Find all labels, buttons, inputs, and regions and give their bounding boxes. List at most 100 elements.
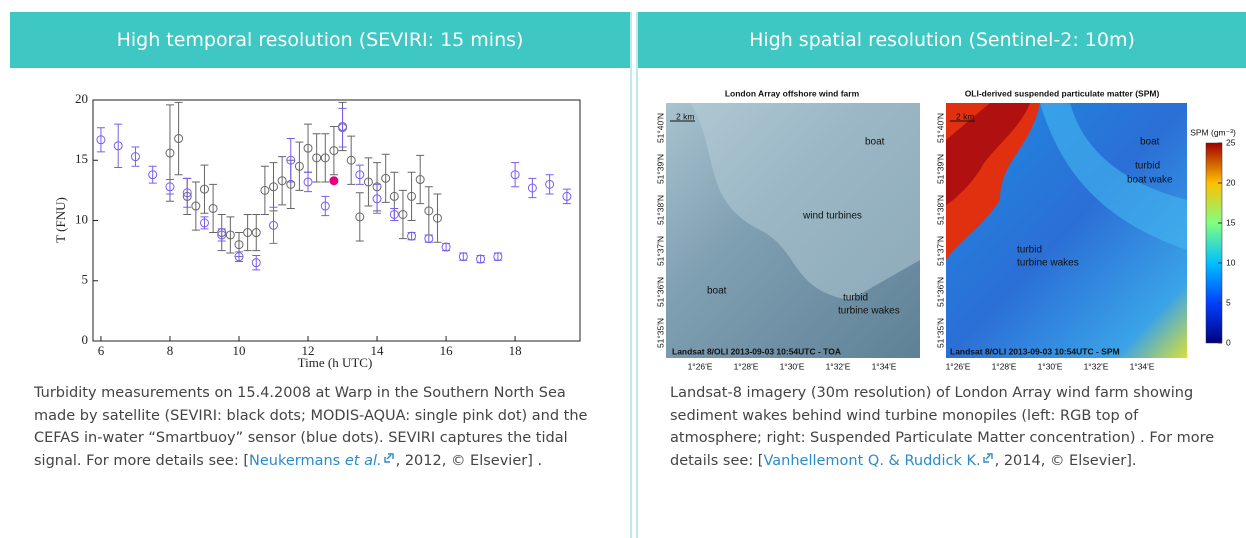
annotation: turbid [1017, 245, 1042, 256]
data-point [389, 209, 399, 219]
x-tick-label: 12 [302, 343, 315, 358]
data-point [225, 230, 235, 240]
data-point [510, 170, 520, 180]
error-bar [329, 126, 338, 176]
lon-label: 1°34'E [872, 361, 897, 371]
lon-label: 1°30'E [1038, 361, 1063, 371]
error-bar [191, 181, 200, 231]
error-bar [200, 164, 209, 214]
error-bar [234, 251, 243, 262]
error-bar [545, 174, 554, 195]
error-bar [148, 165, 157, 184]
data-point [424, 206, 434, 216]
lat-label: 51°37'N [655, 236, 665, 266]
y-axis-label: T (FNU) [53, 197, 68, 243]
data-point [346, 155, 356, 165]
lat-label: 51°36'N [655, 277, 665, 307]
error-bar [243, 213, 252, 252]
colorbar-tick-label: 20 [1226, 177, 1236, 187]
error-bar [398, 189, 407, 240]
link-text[interactable]: et al. [344, 452, 382, 469]
error-bar [295, 141, 304, 191]
error-bar [174, 101, 183, 176]
data-point [243, 228, 253, 238]
caption-text: Landsat-8 imagery (30m resolution) of Lo… [670, 385, 1215, 469]
data-point [96, 135, 106, 145]
image-title: OLI-derived suspended particulate matter… [965, 88, 1160, 98]
annotation: boat [707, 286, 727, 297]
data-point [277, 176, 287, 186]
error-bar [209, 183, 218, 234]
data-point [493, 252, 503, 262]
x-axis-label: Time (h UTC) [298, 355, 373, 370]
x-tick-label: 8 [167, 343, 174, 358]
data-point [407, 231, 417, 241]
reference-link[interactable]: Neukermans et al. [249, 453, 396, 469]
lon-label: 1°26'E [688, 361, 713, 371]
data-point [320, 201, 330, 211]
error-bar [183, 177, 192, 208]
panel-divider [630, 12, 632, 538]
scale-label: 2 km [956, 111, 974, 121]
data-point [545, 179, 555, 189]
caption-text: , 2014, © Elsevier]. [994, 452, 1137, 469]
data-point [355, 212, 365, 222]
lat-label: 51°40'N [655, 113, 665, 143]
annotation: turbid [843, 293, 868, 304]
data-point [432, 213, 442, 223]
data-point [329, 146, 339, 156]
error-bar [347, 135, 356, 185]
data-point [260, 185, 270, 195]
error-bar [131, 146, 140, 167]
lon-label: 1°28'E [992, 361, 1017, 371]
data-point [234, 240, 244, 250]
y-tick-label: 15 [75, 151, 88, 166]
data-point [424, 234, 434, 244]
data-point [174, 134, 184, 144]
link-text[interactable]: Neukermans [249, 452, 345, 469]
lon-label: 1°30'E [780, 361, 805, 371]
link-icon[interactable] [981, 451, 995, 465]
error-bar [252, 254, 261, 271]
image-texture [690, 103, 920, 300]
link-icon[interactable] [382, 451, 396, 465]
lat-label: 51°37'N [935, 236, 945, 266]
data-point [562, 191, 572, 201]
x-tick-label: 16 [440, 343, 454, 358]
reference-link[interactable]: Vanhellemont Q. & Ruddick K. [763, 453, 994, 469]
satellite-images: London Array offshore wind farm OLI-deri… [655, 88, 1236, 371]
data-point [294, 161, 304, 171]
data-point [527, 183, 537, 193]
lat-label: 51°38'N [655, 195, 665, 225]
data-point [476, 254, 486, 264]
caption-text: Turbidity measurements on 15.4.2008 at W… [34, 385, 588, 469]
error-bar [511, 162, 520, 188]
error-bar [433, 193, 442, 243]
lat-label: 51°35'N [935, 318, 945, 348]
data-point [251, 258, 261, 268]
x-tick-label: 10 [232, 343, 245, 358]
data-point [130, 152, 140, 162]
lat-label: 51°36'N [935, 277, 945, 307]
colorbar-tick-label: 25 [1226, 137, 1236, 147]
y-tick-label: 10 [75, 211, 88, 226]
error-bar [355, 164, 364, 185]
data-point [407, 191, 417, 201]
chart: Time (h UTC) T (FNU) 0 5 10 15 20 6 8 10 12 14 16 1… [53, 91, 581, 370]
data-point [199, 184, 209, 194]
lon-label: 1°32'E [826, 361, 851, 371]
error-bar [373, 183, 382, 214]
error-bar [321, 133, 330, 183]
caption: Turbidity measurements on 15.4.2008 at W… [34, 382, 594, 472]
annotation: wind turbines [802, 211, 862, 222]
data-point [320, 153, 330, 163]
annotation: boat [865, 137, 885, 148]
lat-label: 51°39'N [655, 154, 665, 184]
data-point [338, 123, 348, 133]
annotation: turbid [1135, 161, 1160, 172]
image-footer: Landsat 8/OLI 2013-09-03 10:54UTC - SPM [950, 346, 1120, 356]
error-bar [304, 171, 313, 193]
link-text[interactable]: Vanhellemont Q. & Ruddick K. [763, 452, 981, 469]
y-tick-label: 0 [82, 332, 89, 347]
data-point [286, 155, 296, 165]
